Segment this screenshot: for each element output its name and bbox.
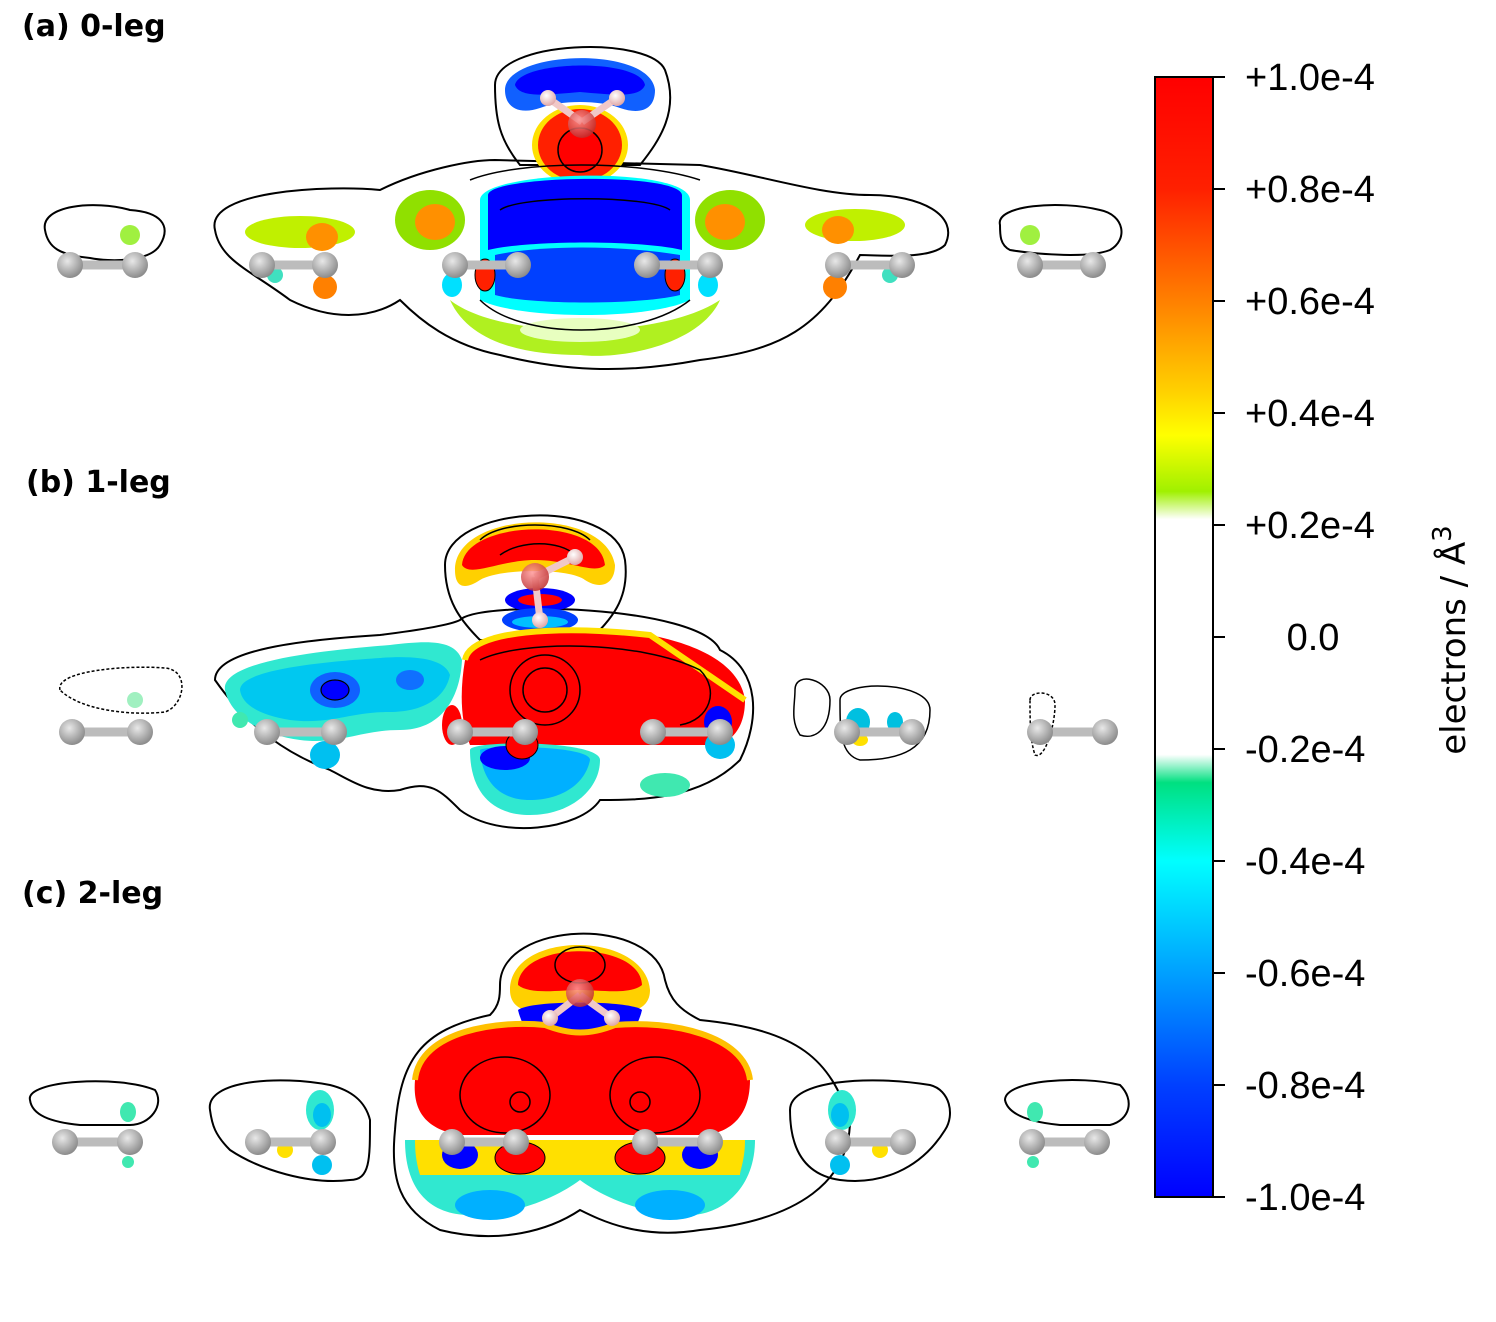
colorbar: +1.0e-4 +0.8e-4 +0.6e-4 +0.4e-4 +0.2e-4 0.0 -0…: [1154, 57, 1474, 1219]
colorbar-ticks: +1.0e-4 +0.8e-4 +0.6e-4 +0.4e-4 +0.2e-4 0.0 -0…: [1213, 57, 1375, 1219]
colorbar-tick-label: -0.2e-4: [1245, 729, 1365, 771]
colorbar-tick-label: +0.2e-4: [1245, 505, 1375, 547]
panel-label-a: (a) 0-leg: [22, 9, 166, 44]
colorbar-tick-label: -1.0e-4: [1245, 1177, 1365, 1219]
colorbar-tick-label: +0.8e-4: [1245, 169, 1375, 211]
colorbar-tick-label: -0.6e-4: [1245, 953, 1365, 995]
panel-b-atoms: [59, 549, 1118, 745]
colorbar-title: electrons / Å3: [1428, 525, 1474, 754]
panel-c-density-map: [28, 932, 1130, 1238]
colorbar-tick-label: +1.0e-4: [1245, 57, 1375, 99]
colorbar-tick-label: +0.6e-4: [1245, 281, 1375, 323]
panel-b-density-map: [59, 514, 1118, 830]
colorbar-tick-label: -0.8e-4: [1245, 1065, 1365, 1107]
colorbar-tick-label: 0.0: [1287, 617, 1340, 659]
panel-a-atoms: [57, 90, 1106, 278]
panel-c-atoms: [52, 979, 1110, 1155]
colorbar-gradient: [1154, 76, 1214, 1198]
panel-label-b: (b) 1-leg: [26, 465, 171, 500]
panel-a-density-map: [43, 46, 1123, 371]
colorbar-tick-label: -0.4e-4: [1245, 841, 1365, 883]
colorbar-tick-label: +0.4e-4: [1245, 393, 1375, 435]
panel-label-c: (c) 2-leg: [22, 876, 163, 911]
